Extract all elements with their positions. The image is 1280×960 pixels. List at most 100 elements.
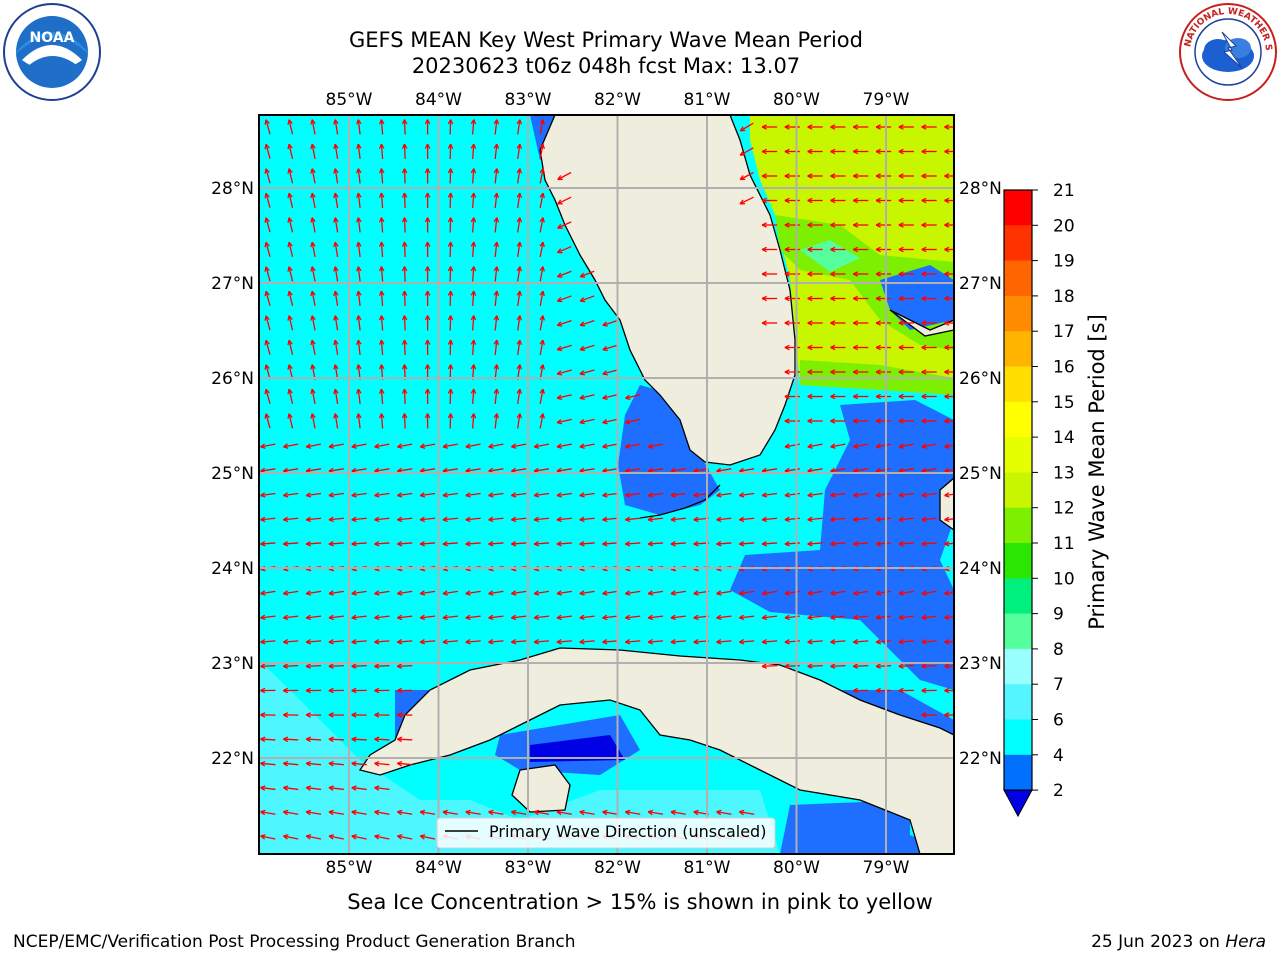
lon-label-top: 79°W xyxy=(863,90,910,110)
wave-arrow xyxy=(442,492,458,498)
wave-arrow xyxy=(310,192,316,208)
wave-arrow xyxy=(493,168,500,184)
wave-arrow xyxy=(401,241,408,258)
wave-arrow xyxy=(333,241,339,258)
wave-arrow xyxy=(670,614,686,621)
wave-arrow xyxy=(533,639,550,645)
wave-arrow xyxy=(875,590,892,596)
wave-arrow xyxy=(516,364,523,380)
wave-arrow xyxy=(424,168,431,184)
lon-label-bottom: 85°W xyxy=(326,858,373,878)
wave-arrow xyxy=(356,364,362,380)
wave-arrow xyxy=(921,320,937,326)
wave-arrow xyxy=(875,271,892,277)
wave-arrow xyxy=(401,266,408,282)
wave-arrow xyxy=(493,192,500,209)
wave-arrow xyxy=(447,388,454,405)
wave-arrow xyxy=(260,712,276,718)
wave-arrow xyxy=(602,320,618,327)
wave-arrow xyxy=(738,639,755,645)
wave-arrow xyxy=(761,639,778,645)
wave-arrow xyxy=(419,516,436,523)
wave-arrow xyxy=(853,320,869,326)
wave-arrow xyxy=(625,590,641,596)
wave-arrow xyxy=(351,443,367,449)
wave-arrow xyxy=(944,320,954,326)
lat-label-left: 28°N xyxy=(211,179,254,199)
wave-arrow xyxy=(260,785,276,791)
wave-arrow xyxy=(853,393,869,400)
wave-arrow xyxy=(397,492,413,498)
wave-arrow xyxy=(264,192,271,208)
wave-arrow xyxy=(378,217,385,233)
wave-arrow xyxy=(378,241,385,258)
wave-arrow xyxy=(761,271,778,277)
wave-arrow xyxy=(761,614,778,621)
wave-arrow xyxy=(424,388,431,405)
wave-arrow xyxy=(739,196,754,205)
wave-arrow xyxy=(944,295,954,302)
wave-arrow xyxy=(921,369,937,375)
wave-arrow xyxy=(830,443,846,449)
wave-arrow xyxy=(830,516,846,523)
wave-arrow xyxy=(378,315,385,331)
wave-arrow xyxy=(282,760,299,767)
wave-arrow xyxy=(830,418,846,424)
wave-arrow xyxy=(447,413,454,429)
wave-arrow xyxy=(875,492,892,498)
wave-arrow xyxy=(356,315,362,331)
wave-arrow xyxy=(579,394,595,400)
wave-arrow xyxy=(739,492,755,498)
wave-arrow xyxy=(424,364,431,380)
wave-arrow xyxy=(807,222,823,228)
wave-arrow xyxy=(944,344,954,351)
wave-arrow xyxy=(287,241,294,257)
wave-arrow xyxy=(378,339,385,356)
wave-arrow xyxy=(401,192,408,209)
wave-arrow xyxy=(488,443,504,449)
wave-arrow xyxy=(351,785,367,791)
wave-arrow xyxy=(374,785,390,791)
wave-arrow xyxy=(539,217,545,233)
wave-arrow xyxy=(921,663,937,669)
sea-ice-caption: Sea Ice Concentration > 15% is shown in … xyxy=(347,890,933,914)
wave-arrow xyxy=(807,639,823,645)
wave-arrow xyxy=(374,736,390,743)
wave-arrow xyxy=(556,492,572,498)
wave-arrow xyxy=(921,443,937,449)
wave-arrow xyxy=(419,492,436,498)
wave-arrow xyxy=(853,492,869,498)
wave-arrow xyxy=(510,639,527,645)
colorbar-bin xyxy=(1004,190,1032,226)
wave-arrow xyxy=(875,687,892,694)
wave-arrow xyxy=(807,124,823,130)
wave-arrow xyxy=(625,614,641,621)
wave-arrow xyxy=(465,492,481,498)
wave-arrow xyxy=(898,418,914,424)
wave-arrow xyxy=(516,413,523,429)
wave-arrow xyxy=(516,388,523,405)
wave-arrow xyxy=(260,834,276,840)
wave-arrow xyxy=(305,663,322,669)
wave-arrow xyxy=(830,148,846,155)
wave-arrow xyxy=(898,590,914,596)
wave-arrow xyxy=(328,687,344,694)
wave-arrow xyxy=(287,119,294,135)
wave-arrow xyxy=(944,492,954,498)
wave-arrow xyxy=(944,148,954,155)
wave-arrow xyxy=(333,168,339,184)
wave-arrow xyxy=(310,217,316,233)
wave-arrow xyxy=(470,339,477,356)
wave-arrow xyxy=(356,290,362,307)
wave-arrow xyxy=(921,344,937,351)
wave-arrow xyxy=(830,492,846,498)
wave-arrow xyxy=(305,834,322,840)
wave-arrow xyxy=(447,315,454,331)
wave-arrow xyxy=(602,516,618,523)
wave-arrow xyxy=(378,266,385,282)
colorbar-tick-label: 6 xyxy=(1053,711,1064,731)
colorbar-bin xyxy=(1004,648,1032,685)
lat-label-left: 23°N xyxy=(211,654,254,674)
wave-arrow xyxy=(401,413,408,429)
wave-arrow xyxy=(351,687,367,694)
